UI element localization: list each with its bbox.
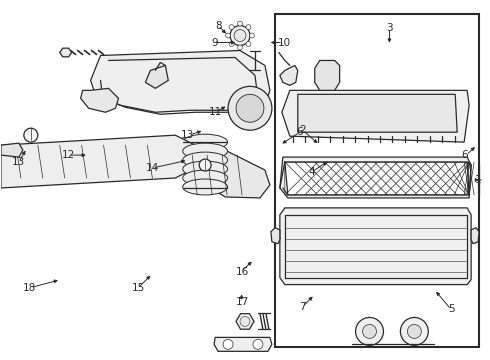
Text: 18: 18 [23,283,36,293]
Text: 10: 10 [278,37,291,48]
Polygon shape [214,337,272,351]
Polygon shape [280,208,471,285]
Ellipse shape [183,170,227,186]
Polygon shape [471,228,479,244]
Text: 13: 13 [181,130,194,140]
Ellipse shape [183,143,227,159]
Text: 2: 2 [299,125,306,135]
Polygon shape [285,162,469,195]
Circle shape [356,318,384,345]
Text: 11: 11 [208,107,222,117]
Circle shape [225,33,231,38]
Ellipse shape [183,161,227,177]
Circle shape [246,24,251,30]
Circle shape [400,318,428,345]
Text: 3: 3 [386,23,393,33]
Circle shape [229,41,234,46]
Circle shape [363,324,376,338]
Text: 9: 9 [212,37,218,48]
Polygon shape [315,60,340,90]
Text: 8: 8 [215,21,221,31]
Text: 14: 14 [146,163,159,173]
Polygon shape [81,88,119,112]
Text: 1: 1 [474,175,481,185]
Text: 7: 7 [299,302,306,311]
Ellipse shape [183,134,227,150]
Circle shape [240,316,250,327]
Text: 16: 16 [236,267,249,276]
Text: 15: 15 [132,283,145,293]
Bar [275,14,479,347]
Polygon shape [188,150,270,198]
Ellipse shape [183,179,227,195]
Circle shape [230,26,250,45]
Polygon shape [280,157,471,198]
Circle shape [249,33,254,38]
Ellipse shape [183,152,227,168]
Polygon shape [236,314,254,329]
Circle shape [246,41,251,46]
Text: 5: 5 [448,305,455,315]
Circle shape [253,339,263,349]
Circle shape [407,324,421,338]
Circle shape [24,128,38,142]
Text: 4: 4 [308,167,315,177]
Polygon shape [146,66,168,88]
Circle shape [238,21,243,26]
Circle shape [236,94,264,122]
Text: 13: 13 [12,157,25,167]
Circle shape [199,159,211,171]
Polygon shape [91,50,270,115]
Circle shape [238,45,243,50]
Polygon shape [271,228,280,244]
Polygon shape [1,135,195,188]
Text: 17: 17 [236,297,249,306]
Polygon shape [1,143,23,157]
Circle shape [234,30,246,41]
Polygon shape [282,90,469,142]
Polygon shape [280,66,298,85]
Text: 6: 6 [461,150,468,160]
Text: 6: 6 [296,127,303,137]
Text: 12: 12 [62,150,75,160]
Circle shape [229,24,234,30]
Polygon shape [60,48,72,57]
Circle shape [223,339,233,349]
Circle shape [228,86,272,130]
Polygon shape [298,94,457,132]
